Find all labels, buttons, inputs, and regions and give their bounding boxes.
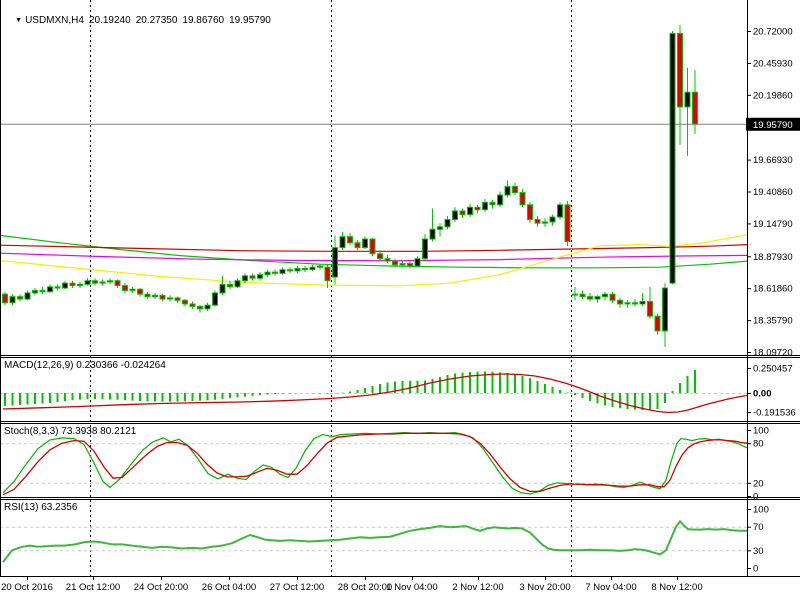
ma-yellow-line [0,234,748,287]
axis-label: 18.35790 [753,316,793,327]
axis-label: 20 [753,478,764,489]
axis-label: 100 [753,505,769,516]
ohlc-close: 19.95790 [229,15,271,26]
axis-label: 0.250457 [753,363,793,374]
indicator-level-lines [0,393,747,552]
axis-label: 19.66930 [753,155,793,166]
time-axis-label: 1 Nov 04:00 [386,582,437,593]
axis-label: 100 [753,426,769,437]
chart-title: ▼ USDMXN,H4 20.19240 20.27350 19.86760 19.957… [4,4,271,38]
macd-signal-line [2,373,748,414]
axis-label: 18.09720 [753,348,793,359]
time-axis-label: 24 Oct 20:00 [134,582,188,593]
ohlc-open: 20.19240 [88,15,131,26]
time-axis-label: 28 Oct 20:00 [338,582,392,593]
macd-histogram [4,370,696,410]
ma-magenta-line [0,252,748,262]
axis-label: 0.00 [753,389,772,400]
time-axis-label: 3 Nov 20:00 [519,582,570,593]
axis-label: 19.14790 [753,219,793,230]
axis-label: 20.19860 [753,90,793,101]
ma-green-line [0,234,748,269]
time-gridlines [90,0,572,576]
axis-label: 30 [753,546,764,557]
stoch-indicator-label: Stoch(8,3,3) 73.3938 80.2121 [4,426,137,437]
axis-label: 18.87930 [753,252,793,263]
axis-label: 20.45930 [753,58,793,69]
axis-label: 70 [753,522,764,533]
axis-label: 0 [753,492,758,503]
time-axis-label: 26 Oct 04:00 [202,582,256,593]
axis-label: 20.72000 [753,27,793,38]
axis-label: 80 [753,439,764,450]
macd-indicator-label: MACD(12,26,9) 0.230366 -0.024264 [4,360,166,371]
axis-label: 18.61860 [753,284,793,295]
symbol-period: USDMXN,H4 [25,15,84,26]
axis-label: 19.40860 [753,187,793,198]
time-axis-label: 2 Nov 12:00 [452,582,503,593]
stoch-signal-line [2,432,748,496]
current-price-label: 19.95790 [753,120,793,131]
time-axis-label: 21 Oct 12:00 [66,582,120,593]
axis-label: 0 [753,564,758,575]
time-axis-label: 27 Oct 12:00 [270,582,324,593]
rsi-line [2,519,747,563]
time-axis-label: 7 Nov 04:00 [585,582,636,593]
symbol-dropdown-icon[interactable]: ▼ [15,17,23,24]
time-axis-label: 8 Nov 12:00 [651,582,702,593]
current-price-box: 19.95790 [746,117,800,131]
ohlc-high: 20.27350 [135,15,178,26]
time-axis-label: 20 Oct 2016 [1,582,53,593]
axis-label: -0.191536 [753,408,796,419]
rsi-indicator-label: RSI(13) 63.2356 [4,502,78,513]
candlesticks [2,24,698,347]
price-axis[interactable]: 20.72000 20.45930 20.19860 19.66930 19.40860… [747,27,796,575]
ohlc-low: 19.86760 [182,15,225,26]
time-axis[interactable]: 20 Oct 2016 21 Oct 12:00 24 Oct 20:00 26 Oc… [1,576,703,593]
